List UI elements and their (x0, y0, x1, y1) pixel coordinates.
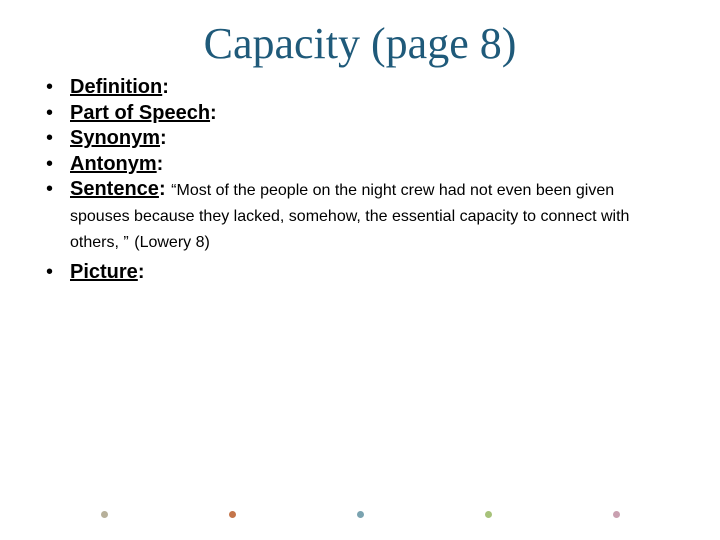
colon: : (160, 127, 167, 149)
content-area: Definition: Part of Speech: Synonym: Ant… (0, 75, 720, 286)
colon: : (159, 178, 166, 200)
label-synonym: Synonym (70, 127, 160, 149)
list-item-part-of-speech: Part of Speech: (42, 101, 678, 127)
list-item-antonym: Antonym: (42, 152, 678, 178)
list-item-picture: Picture: (42, 260, 678, 286)
page-title: Capacity (page 8) (0, 0, 720, 75)
colon: : (138, 261, 145, 283)
colon: : (157, 153, 164, 175)
dot-icon (229, 511, 236, 518)
label-sentence: Sentence (70, 178, 159, 200)
decorative-dots-bottom (0, 511, 720, 518)
vocabulary-list: Definition: Part of Speech: Synonym: Ant… (42, 75, 678, 286)
label-antonym: Antonym (70, 153, 157, 175)
label-picture: Picture (70, 261, 138, 283)
label-part-of-speech: Part of Speech (70, 102, 210, 124)
dot-icon (357, 511, 364, 518)
colon: : (162, 76, 169, 98)
label-definition: Definition (70, 76, 162, 98)
list-item-sentence: Sentence: “Most of the people on the nig… (42, 177, 678, 254)
colon: : (210, 102, 217, 124)
dot-icon (613, 511, 620, 518)
dot-icon (485, 511, 492, 518)
list-item-definition: Definition: (42, 75, 678, 101)
list-item-synonym: Synonym: (42, 126, 678, 152)
dot-icon (101, 511, 108, 518)
sentence-citation: (Lowery 8) (134, 234, 210, 251)
